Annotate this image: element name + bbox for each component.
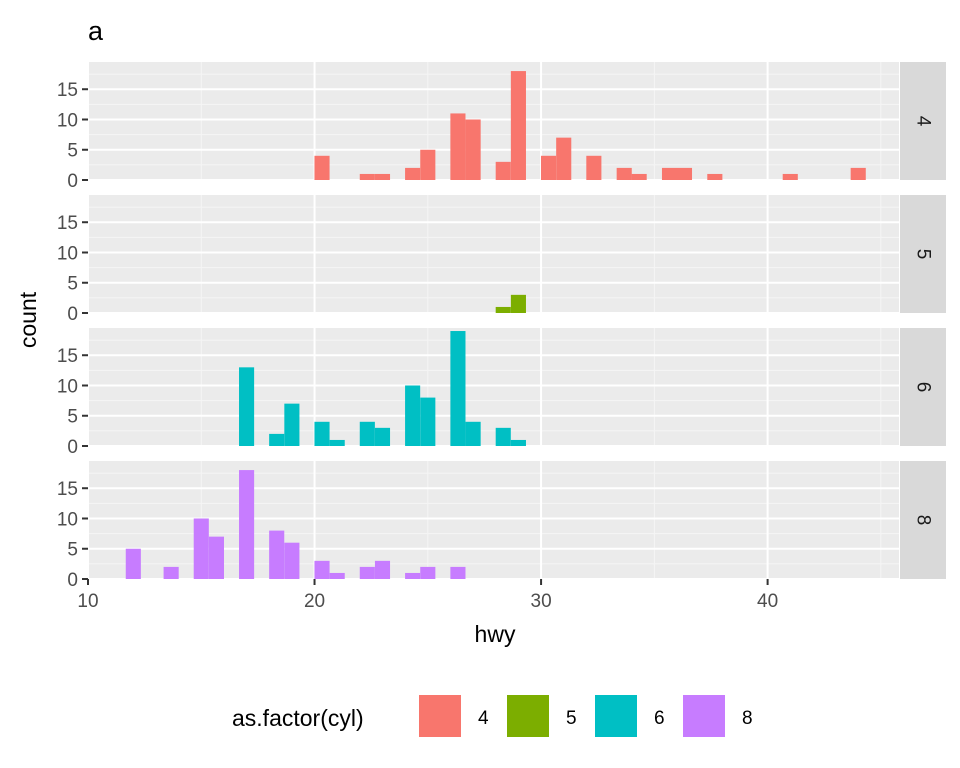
- histogram-bar: [631, 173, 647, 180]
- legend: as.factor(cyl) 4 5 6 8: [232, 693, 753, 739]
- legend-key-4: [417, 693, 463, 739]
- legend-label: 8: [742, 708, 753, 729]
- x-tick-label: 40: [757, 591, 778, 612]
- histogram-bar: [405, 167, 421, 180]
- y-tick-label: 10: [57, 509, 78, 530]
- histogram-bar: [359, 173, 375, 180]
- legend-key-5: [505, 693, 551, 739]
- histogram-bar: [510, 439, 526, 446]
- histogram-bar: [125, 548, 141, 579]
- y-tick-label: 10: [57, 376, 78, 397]
- facet-panel-4: 0 5 10 15 4: [57, 62, 946, 192]
- histogram-bar: [850, 167, 866, 180]
- legend-title: as.factor(cyl): [232, 705, 364, 731]
- y-tick-label: 15: [57, 479, 78, 500]
- y-tick-label: 0: [67, 437, 78, 458]
- legend-label: 4: [478, 708, 489, 729]
- histogram-bar: [314, 421, 330, 446]
- facet-panel-8: 0 5 10 15 8: [57, 461, 946, 591]
- y-tick-label: 15: [57, 80, 78, 101]
- histogram-bar: [465, 421, 481, 446]
- histogram-bar: [616, 167, 632, 180]
- histogram-bar: [314, 560, 330, 579]
- histogram-bar: [329, 572, 345, 579]
- histogram-bar: [314, 155, 330, 180]
- histogram-bar: [465, 119, 481, 180]
- histogram-bar: [405, 572, 421, 579]
- histogram-bar: [374, 173, 391, 180]
- histogram-bar: [239, 470, 255, 579]
- facet-strip-label: 4: [913, 116, 934, 127]
- histogram-bar: [374, 560, 391, 579]
- y-tick-label: 10: [57, 243, 78, 264]
- legend-label: 5: [566, 708, 577, 729]
- y-tick-label: 0: [67, 171, 78, 192]
- histogram-bar: [450, 331, 466, 446]
- histogram-bar: [284, 542, 300, 579]
- panel-background: [88, 62, 899, 180]
- facet-strip: [900, 328, 946, 446]
- legend-key-6: [593, 693, 639, 739]
- histogram-bar: [329, 439, 345, 446]
- histogram-bar: [495, 306, 511, 313]
- histogram-bar: [359, 566, 375, 579]
- facet-panels: 0 5 10 15 4 0 5 10 15 5 0 5 10 15 6 0 5 10 15 8: [57, 62, 946, 591]
- histogram-bar: [495, 427, 511, 446]
- y-tick-label: 5: [67, 407, 78, 428]
- facet-strip: [900, 461, 946, 579]
- chart-title: a: [88, 16, 104, 46]
- histogram-bar: [374, 427, 391, 446]
- y-axis-title: count: [15, 291, 41, 348]
- panel-background: [88, 195, 899, 313]
- histogram-bar: [420, 566, 436, 579]
- legend-label: 6: [654, 708, 665, 729]
- y-tick-label: 5: [67, 141, 78, 162]
- x-axis: 10 20 30 40: [77, 579, 778, 612]
- y-tick-label: 15: [57, 213, 78, 234]
- histogram-bar: [405, 385, 421, 446]
- histogram-bar: [284, 403, 300, 446]
- histogram-bar: [510, 294, 526, 313]
- y-tick-label: 0: [67, 304, 78, 325]
- histogram-bar: [269, 530, 285, 579]
- histogram-bar: [193, 518, 209, 579]
- facet-strip-label: 6: [913, 382, 934, 393]
- histogram-bar: [208, 536, 224, 579]
- y-tick-label: 5: [67, 274, 78, 295]
- histogram-bar: [540, 155, 557, 180]
- histogram-bar: [269, 433, 285, 446]
- facet-strip: [900, 62, 946, 180]
- legend-key-8: [681, 693, 727, 739]
- panel-background: [88, 328, 899, 446]
- facet-strip: [900, 195, 946, 313]
- histogram-bar: [556, 137, 572, 180]
- facet-panel-5: 0 5 10 15 5: [57, 195, 946, 325]
- facet-strip-label: 5: [913, 249, 934, 260]
- x-tick-label: 10: [77, 591, 98, 612]
- histogram-bar: [450, 566, 466, 579]
- y-tick-label: 15: [57, 346, 78, 367]
- histogram-bar: [676, 167, 693, 180]
- facet-panel-6: 0 5 10 15 6: [57, 328, 946, 458]
- histogram-bar: [359, 421, 375, 446]
- histogram-bar: [163, 566, 179, 579]
- histogram-bar: [707, 173, 723, 180]
- histogram-bar: [782, 173, 798, 180]
- facet-strip-label: 8: [913, 515, 934, 526]
- x-tick-label: 30: [531, 591, 552, 612]
- x-axis-title: hwy: [475, 621, 516, 647]
- histogram-bar: [510, 71, 526, 180]
- histogram-bar: [420, 397, 436, 446]
- histogram-bar: [661, 167, 678, 180]
- y-tick-label: 10: [57, 110, 78, 131]
- histogram-bar: [239, 367, 255, 446]
- y-tick-label: 0: [67, 570, 78, 591]
- x-tick-label: 20: [304, 591, 325, 612]
- histogram-bar: [450, 113, 466, 180]
- histogram-bar: [586, 155, 602, 180]
- y-tick-label: 5: [67, 540, 78, 561]
- histogram-bar: [495, 161, 511, 180]
- histogram-bar: [420, 149, 436, 180]
